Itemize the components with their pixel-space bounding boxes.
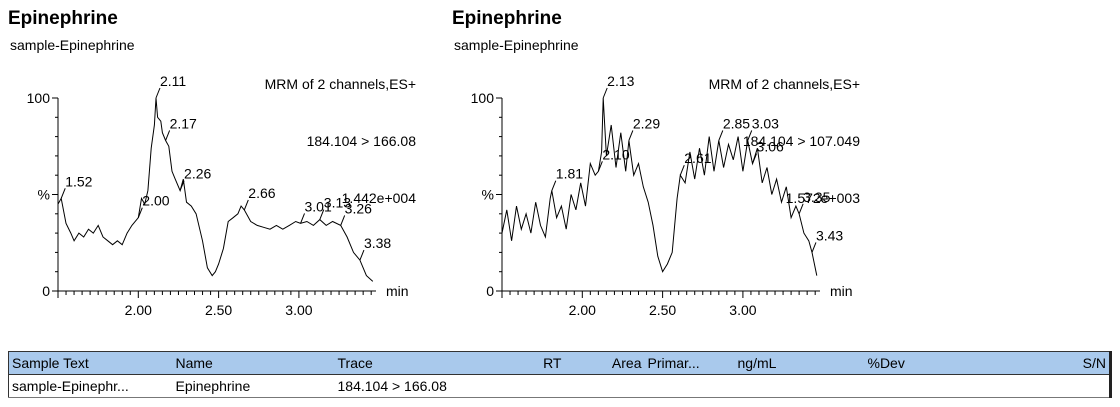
peak-label-leader xyxy=(300,213,305,224)
sample-label: sample-Epinephrine xyxy=(10,37,135,53)
peak-label: 2.85 xyxy=(723,115,750,131)
x-axis-label: min xyxy=(386,283,409,299)
column-header[interactable]: Name xyxy=(172,351,335,375)
x-tick-label: 2.50 xyxy=(205,302,232,318)
peak-label-leader xyxy=(243,199,249,211)
trace-info: MRM of 2 channels,ES+ 184.104 > 166.08 1… xyxy=(265,37,416,246)
peak-label: 2.10 xyxy=(602,146,629,162)
y-tick-label: 0 xyxy=(42,283,50,299)
trace-info: MRM of 2 channels,ES+ 184.104 > 107.049 … xyxy=(709,37,860,246)
peak-label-leader xyxy=(679,165,685,176)
peak-label-leader xyxy=(811,242,817,253)
peak-label: 2.61 xyxy=(684,150,711,166)
peak-label: 3.38 xyxy=(364,235,391,251)
peak-label: 3.43 xyxy=(816,227,843,243)
column-header[interactable]: Primar... xyxy=(644,351,735,375)
chromatogram-plot: 0 100% 2.00 2.50 3.00 min 1.81 2.10 2.13 2.29 2.61… xyxy=(471,73,853,318)
column-header[interactable]: S/N xyxy=(1034,351,1112,375)
chart-title: Epinephrine xyxy=(452,8,562,29)
chromatogram-plot: 0 100% 2.00 2.50 3.00 min 1.52 2.00 2.11 2.17 2.26… xyxy=(27,73,409,318)
max-intensity: 1.442e+004 xyxy=(341,190,416,206)
peak-label-leader xyxy=(602,87,608,99)
peak-label: 2.13 xyxy=(607,73,634,89)
peak-label: 1.52 xyxy=(65,173,92,189)
max-intensity: 1.572e+003 xyxy=(785,190,860,206)
table-cell xyxy=(484,374,565,398)
peak-label-leader xyxy=(155,87,161,99)
mrm-transition: 184.104 > 166.08 xyxy=(306,133,416,149)
peak-label: 3.06 xyxy=(757,139,784,155)
table-cell: Epinephrine xyxy=(172,374,335,398)
table-cell: 184.104 > 166.08 xyxy=(334,374,485,398)
x-tick-label: 2.00 xyxy=(125,302,152,318)
peak-label-leader xyxy=(551,180,557,191)
peak-label-leader xyxy=(597,161,603,172)
peak-label-leader xyxy=(60,188,66,199)
peak-label-leader xyxy=(340,215,346,226)
x-tick-label: 2.50 xyxy=(649,302,676,318)
sample-label: sample-Epinephrine xyxy=(454,37,579,53)
peak-label: 3.13 xyxy=(324,195,351,211)
peak-label-leader xyxy=(179,180,185,191)
peak-label: 3.26 xyxy=(345,200,372,216)
y-axis-label: % xyxy=(482,187,494,203)
acquisition-mode: MRM of 2 channels,ES+ xyxy=(264,76,416,92)
chromatogram-trace xyxy=(57,97,374,282)
chromatogram-panel-166: Epinephrine sample-Epinephrine MRM of 2 … xyxy=(8,0,428,330)
table-cell xyxy=(864,374,1035,398)
peak-label: 3.03 xyxy=(752,115,779,131)
table-cell xyxy=(1034,374,1112,398)
peak-label-leader xyxy=(718,130,724,141)
peak-label: 3.35 xyxy=(803,189,830,205)
peak-label: 3.01 xyxy=(305,198,332,214)
peak-label: 2.17 xyxy=(170,115,197,131)
x-axis-label: min xyxy=(830,283,853,299)
table-cell xyxy=(644,374,735,398)
peak-label-leader xyxy=(747,130,753,141)
results-table: Sample Text Name Trace RT Area Primar... ng/mL… xyxy=(8,351,1112,398)
column-header[interactable]: ng/mL xyxy=(734,351,865,375)
chromatogram-trace xyxy=(501,97,818,276)
mrm-transition: 184.104 > 107.049 xyxy=(742,133,860,149)
peak-label: 2.26 xyxy=(184,166,211,182)
column-header[interactable]: Area xyxy=(564,351,645,375)
peak-label-leader xyxy=(798,203,804,214)
peak-label-leader xyxy=(137,207,143,218)
peak-label-leader xyxy=(319,209,325,220)
column-header[interactable]: Sample Text xyxy=(8,351,173,375)
column-header[interactable]: %Dev xyxy=(864,351,1035,375)
y-tick-label: 100 xyxy=(471,90,495,106)
y-tick-label: 100 xyxy=(27,90,51,106)
column-header[interactable]: Trace xyxy=(334,351,485,375)
y-axis-label: % xyxy=(38,187,50,203)
chart-title: Epinephrine xyxy=(8,8,118,29)
x-tick-label: 2.00 xyxy=(569,302,596,318)
peak-label: 2.00 xyxy=(142,193,169,209)
table-header-row: Sample Text Name Trace RT Area Primar... ng/mL… xyxy=(8,351,1112,375)
table-row[interactable]: sample-Epinephr... Epinephrine 184.104 > 1… xyxy=(8,374,1112,398)
peak-label: 1.81 xyxy=(556,166,583,182)
peak-label-leader xyxy=(359,249,365,261)
table-cell xyxy=(734,374,865,398)
column-header[interactable]: RT xyxy=(484,351,565,375)
table-cell xyxy=(564,374,645,398)
peak-label: 2.29 xyxy=(633,115,660,131)
peak-label-leader xyxy=(628,130,634,141)
peak-label: 2.66 xyxy=(248,185,275,201)
table-cell: sample-Epinephr... xyxy=(8,374,173,398)
peak-label-leader xyxy=(165,130,171,141)
y-tick-label: 0 xyxy=(486,283,494,299)
x-tick-label: 3.00 xyxy=(285,302,312,318)
chromatogram-panel-107: Epinephrine sample-Epinephrine MRM of 2 … xyxy=(452,0,872,330)
peak-label-leader xyxy=(752,153,758,164)
acquisition-mode: MRM of 2 channels,ES+ xyxy=(708,76,860,92)
x-tick-label: 3.00 xyxy=(729,302,756,318)
peak-label: 2.11 xyxy=(160,73,186,89)
